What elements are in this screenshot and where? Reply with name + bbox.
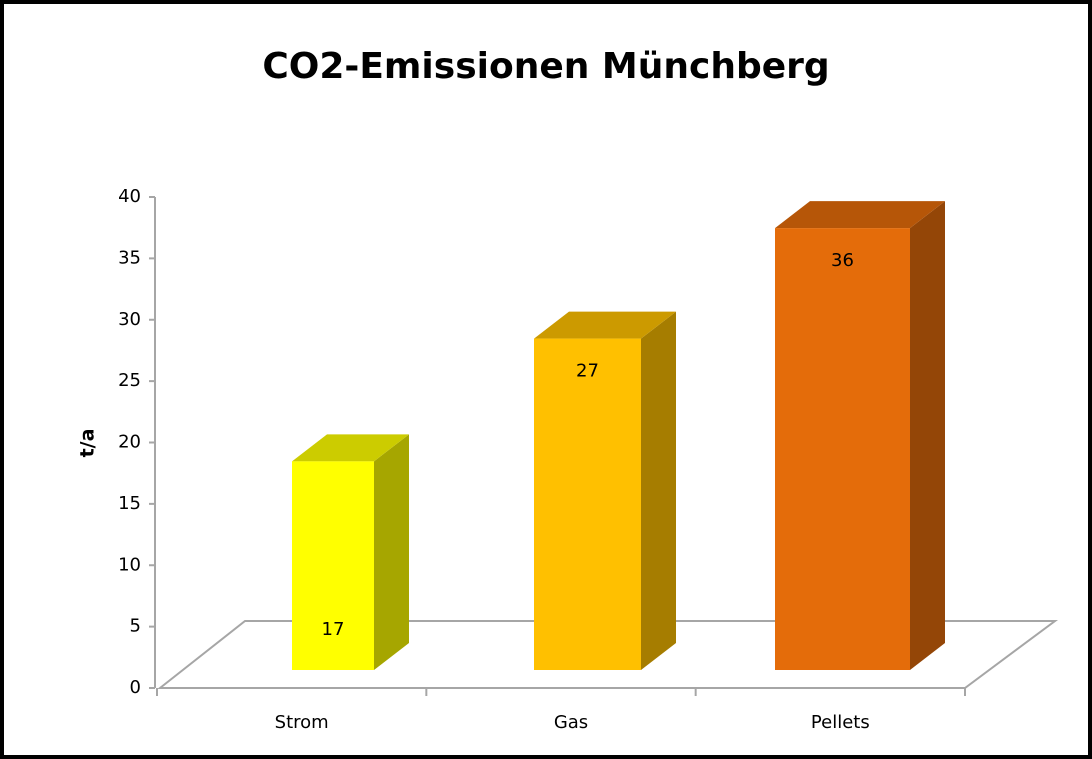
y-axis-title: t/a [77, 429, 99, 458]
y-tick-label: 20 [118, 432, 141, 453]
y-tick-label: 40 [118, 186, 141, 207]
y-tick-label: 10 [118, 554, 141, 575]
bar [292, 461, 374, 670]
bar-side [374, 434, 409, 670]
x-tick-label: Strom [275, 712, 329, 733]
y-tick-label: 35 [118, 247, 141, 268]
y-tick-label: 0 [130, 677, 141, 698]
bar-top [292, 434, 409, 462]
data-label: 36 [831, 250, 854, 271]
bar [775, 228, 910, 670]
y-tick-label: 25 [118, 370, 141, 391]
data-label: 27 [576, 361, 599, 382]
y-tick-label: 15 [118, 493, 141, 514]
bar-top [534, 311, 676, 339]
bar-side [910, 201, 945, 670]
x-tick-label: Gas [554, 712, 588, 733]
bar-side [641, 311, 676, 670]
chart-title: CO2-Emissionen Münchberg [262, 46, 829, 87]
y-tick-label: 30 [118, 309, 141, 330]
x-tick-label: Pellets [811, 712, 870, 733]
data-label: 17 [322, 619, 345, 640]
bar-top [775, 201, 945, 229]
bar [534, 338, 641, 670]
y-tick-label: 5 [130, 616, 141, 637]
